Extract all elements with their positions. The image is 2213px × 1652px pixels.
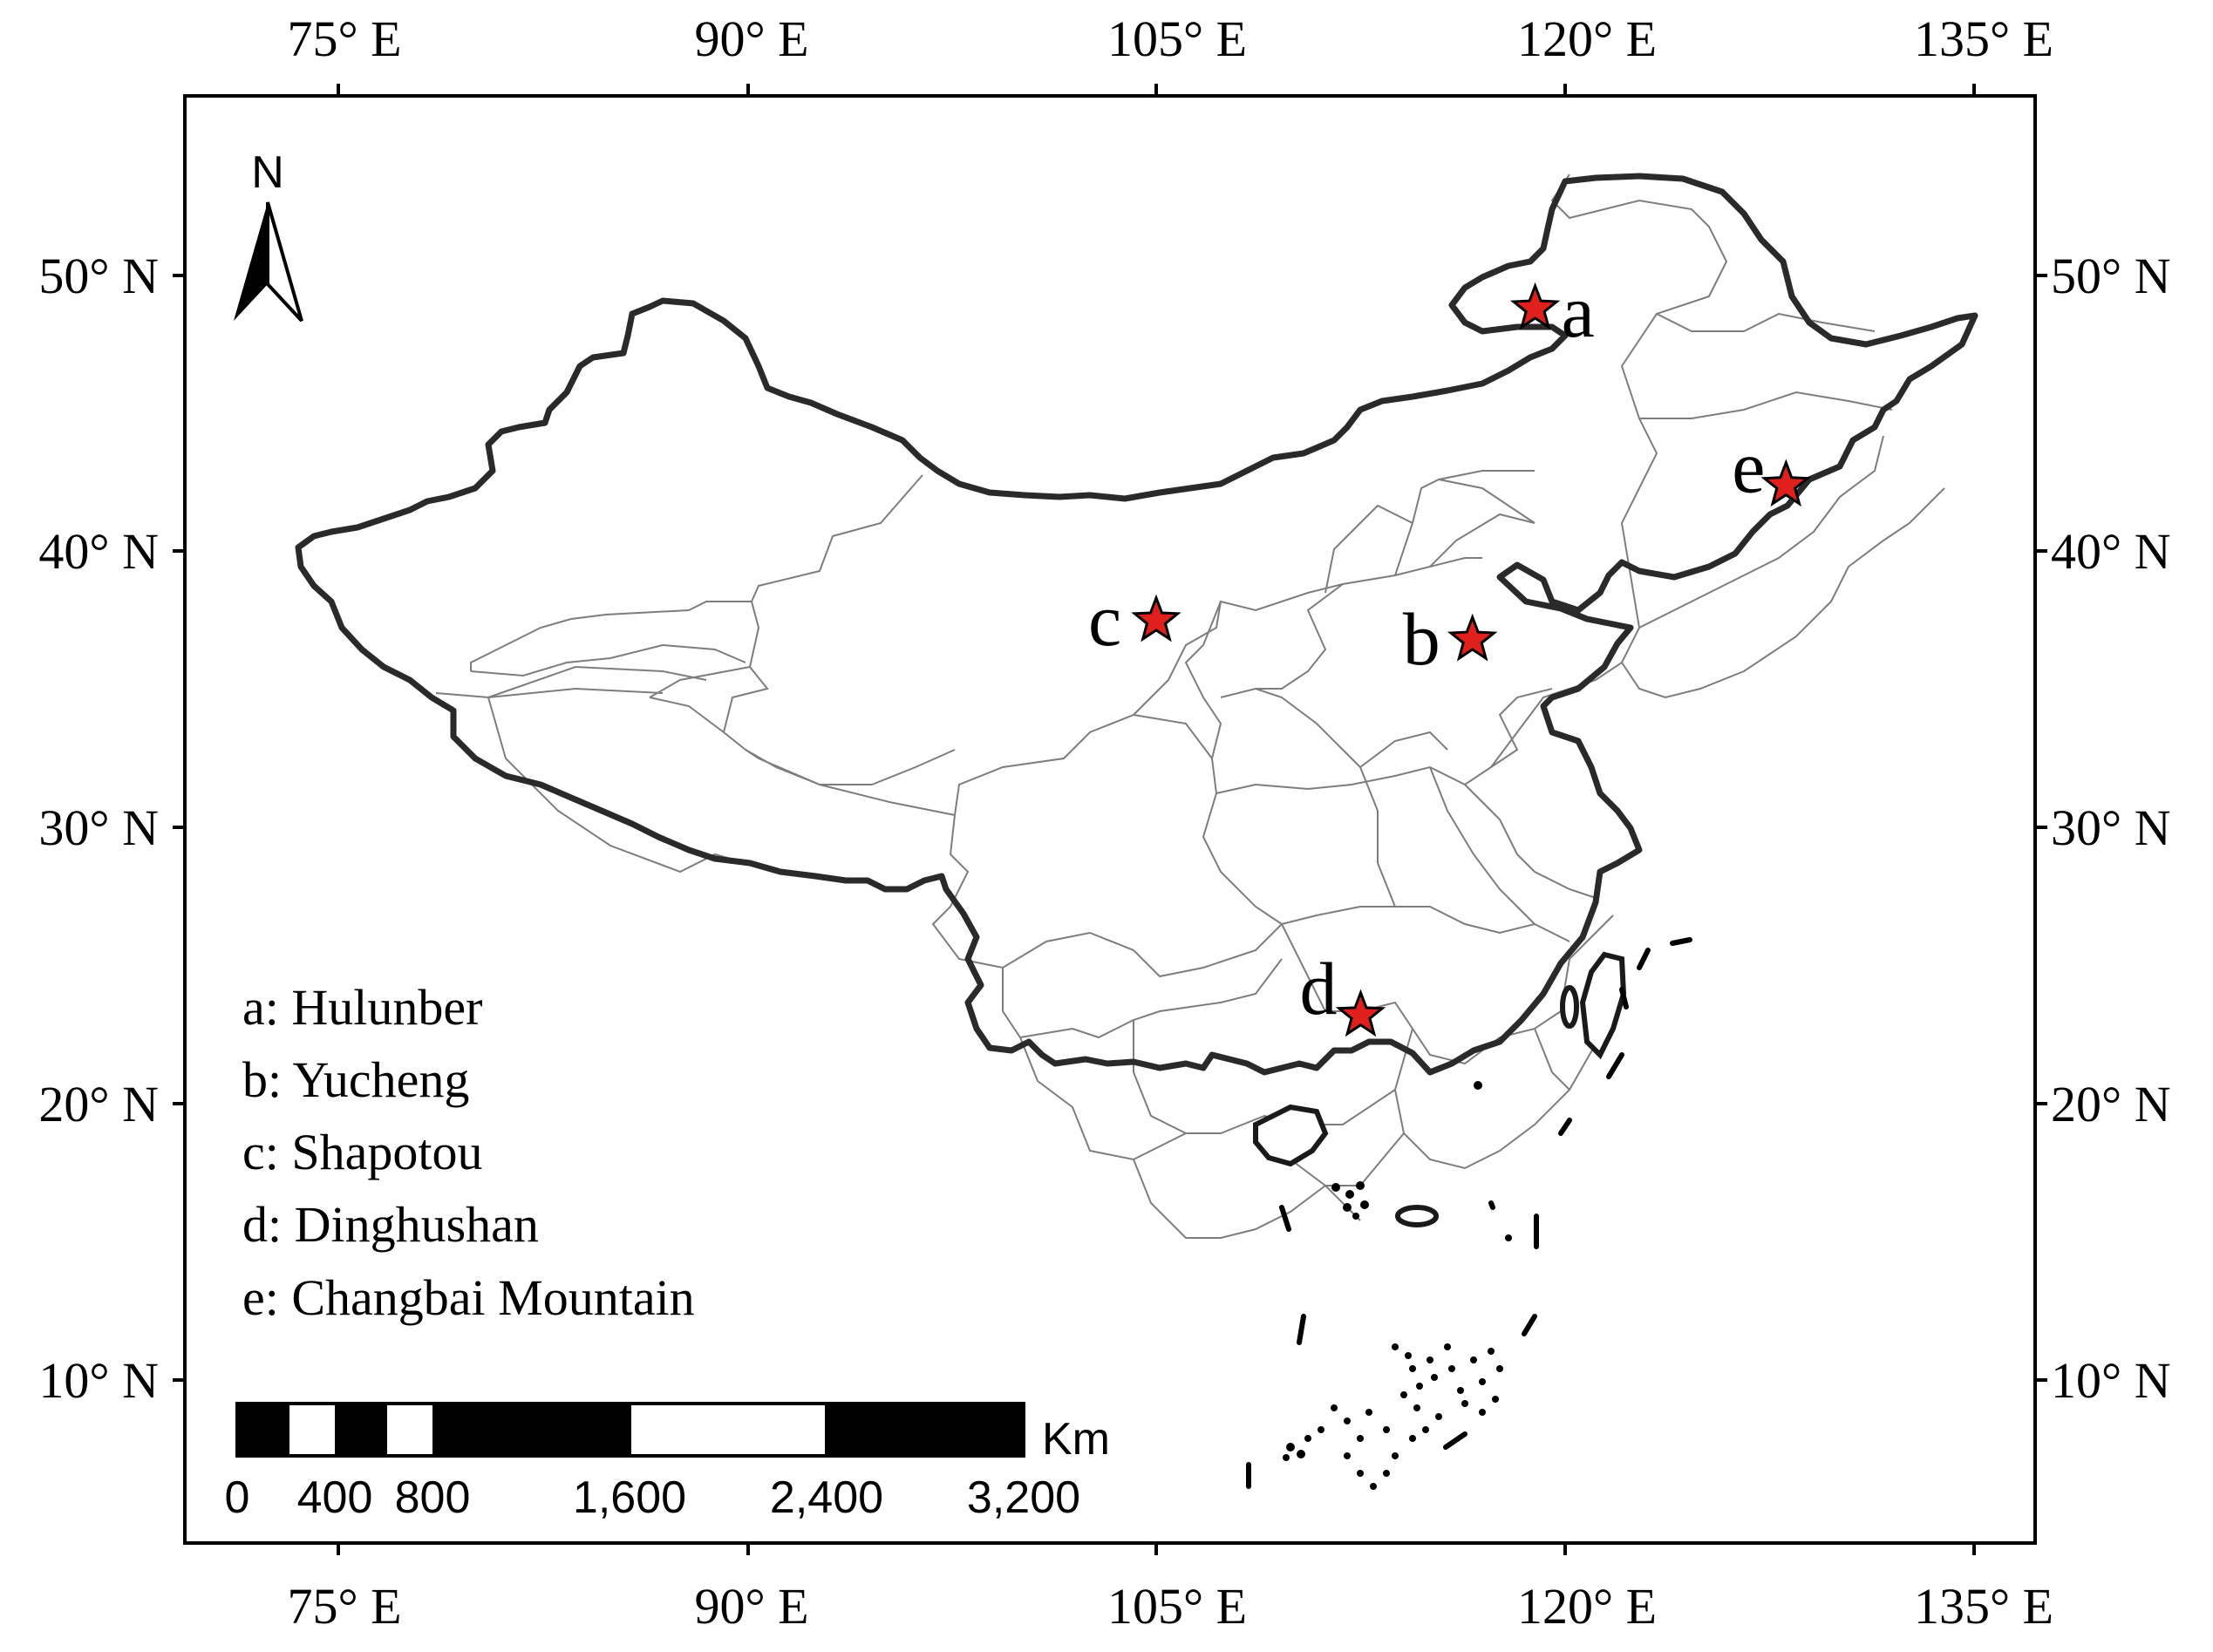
top-axis-label: 105° E [1107, 10, 1247, 67]
right-axis-label: 20° N [2051, 1076, 2171, 1132]
left-axis-label: 10° N [38, 1352, 159, 1409]
top-axis-label: 135° E [1914, 10, 2053, 67]
scale-bar-segment [825, 1404, 1024, 1456]
nine-dash-line [1246, 937, 1692, 1489]
left-axis-label: 40° N [38, 523, 159, 580]
site-markers: a b c d e [1088, 269, 1812, 1037]
bottom-axis-label: 105° E [1107, 1578, 1247, 1635]
bottom-axis-label: 75° E [287, 1578, 401, 1635]
legend-item: e: Changbai Mountain [242, 1269, 695, 1326]
site-marker-d [1335, 989, 1386, 1037]
bottom-axis-label: 90° E [694, 1578, 808, 1635]
china-outline [295, 173, 1978, 1076]
hainan-island [1253, 1104, 1329, 1167]
site-label-d: d [1300, 947, 1338, 1030]
bottom-axis-label: 135° E [1914, 1578, 2053, 1635]
site-label-e: e [1732, 425, 1765, 509]
legend-item: b: Yucheng [242, 1051, 469, 1108]
site-marker-a [1509, 282, 1561, 330]
top-axis-label: 120° E [1517, 10, 1657, 67]
right-axis-label: 10° N [2051, 1352, 2171, 1409]
site-marker-c [1131, 594, 1181, 642]
scale-bar-label: 800 [395, 1472, 471, 1523]
top-axis-label: 75° E [287, 10, 401, 67]
north-arrow-left-half [234, 202, 268, 321]
island-dots [1283, 1081, 1512, 1490]
left-axis-label: 30° N [38, 799, 159, 856]
right-axis-label: 40° N [2051, 523, 2171, 580]
scale-bar-label: 400 [297, 1472, 373, 1523]
scale-bar-label: 3,200 [967, 1472, 1080, 1523]
island [1560, 985, 1579, 1029]
right-axis-label: 50° N [2051, 248, 2171, 304]
legend-item: a: Hulunber [242, 979, 482, 1036]
island [1395, 1205, 1439, 1227]
scale-bar-segment [237, 1404, 289, 1456]
scale-bar-segment [432, 1404, 631, 1456]
province-boundaries [435, 173, 1945, 1239]
legend: a: Hulunber b: Yucheng c: Shapotou d: Di… [242, 979, 695, 1326]
scale-bar-label: 1,600 [573, 1472, 686, 1523]
north-arrow: N [234, 147, 303, 323]
taiwan-island [1579, 951, 1627, 1060]
scale-bar-label: 2,400 [770, 1472, 883, 1523]
north-arrow-letter: N [251, 147, 284, 198]
scale-bar-unit: Km [1042, 1414, 1110, 1465]
site-label-c: c [1088, 578, 1121, 662]
legend-item: c: Shapotou [242, 1124, 482, 1180]
tick-marks [173, 84, 2047, 1555]
top-axis-label: 90° E [694, 10, 808, 67]
north-arrow-right-half [266, 201, 303, 323]
site-label-a: a [1562, 269, 1595, 353]
bottom-axis-label: 120° E [1517, 1578, 1657, 1635]
site-marker-e [1760, 459, 1812, 507]
site-marker-b [1447, 613, 1498, 662]
scale-bar: Km 0 400 800 1,600 2,400 3,200 [225, 1402, 1110, 1523]
left-axis-label: 20° N [38, 1076, 159, 1132]
map-frame [183, 94, 2037, 1545]
site-label-b: b [1403, 597, 1440, 681]
right-axis-label: 30° N [2051, 799, 2171, 856]
scale-bar-label: 0 [225, 1472, 250, 1523]
scale-bar-segment [335, 1404, 387, 1456]
left-axis-label: 50° N [38, 248, 159, 304]
legend-item: d: Dinghushan [242, 1196, 539, 1253]
